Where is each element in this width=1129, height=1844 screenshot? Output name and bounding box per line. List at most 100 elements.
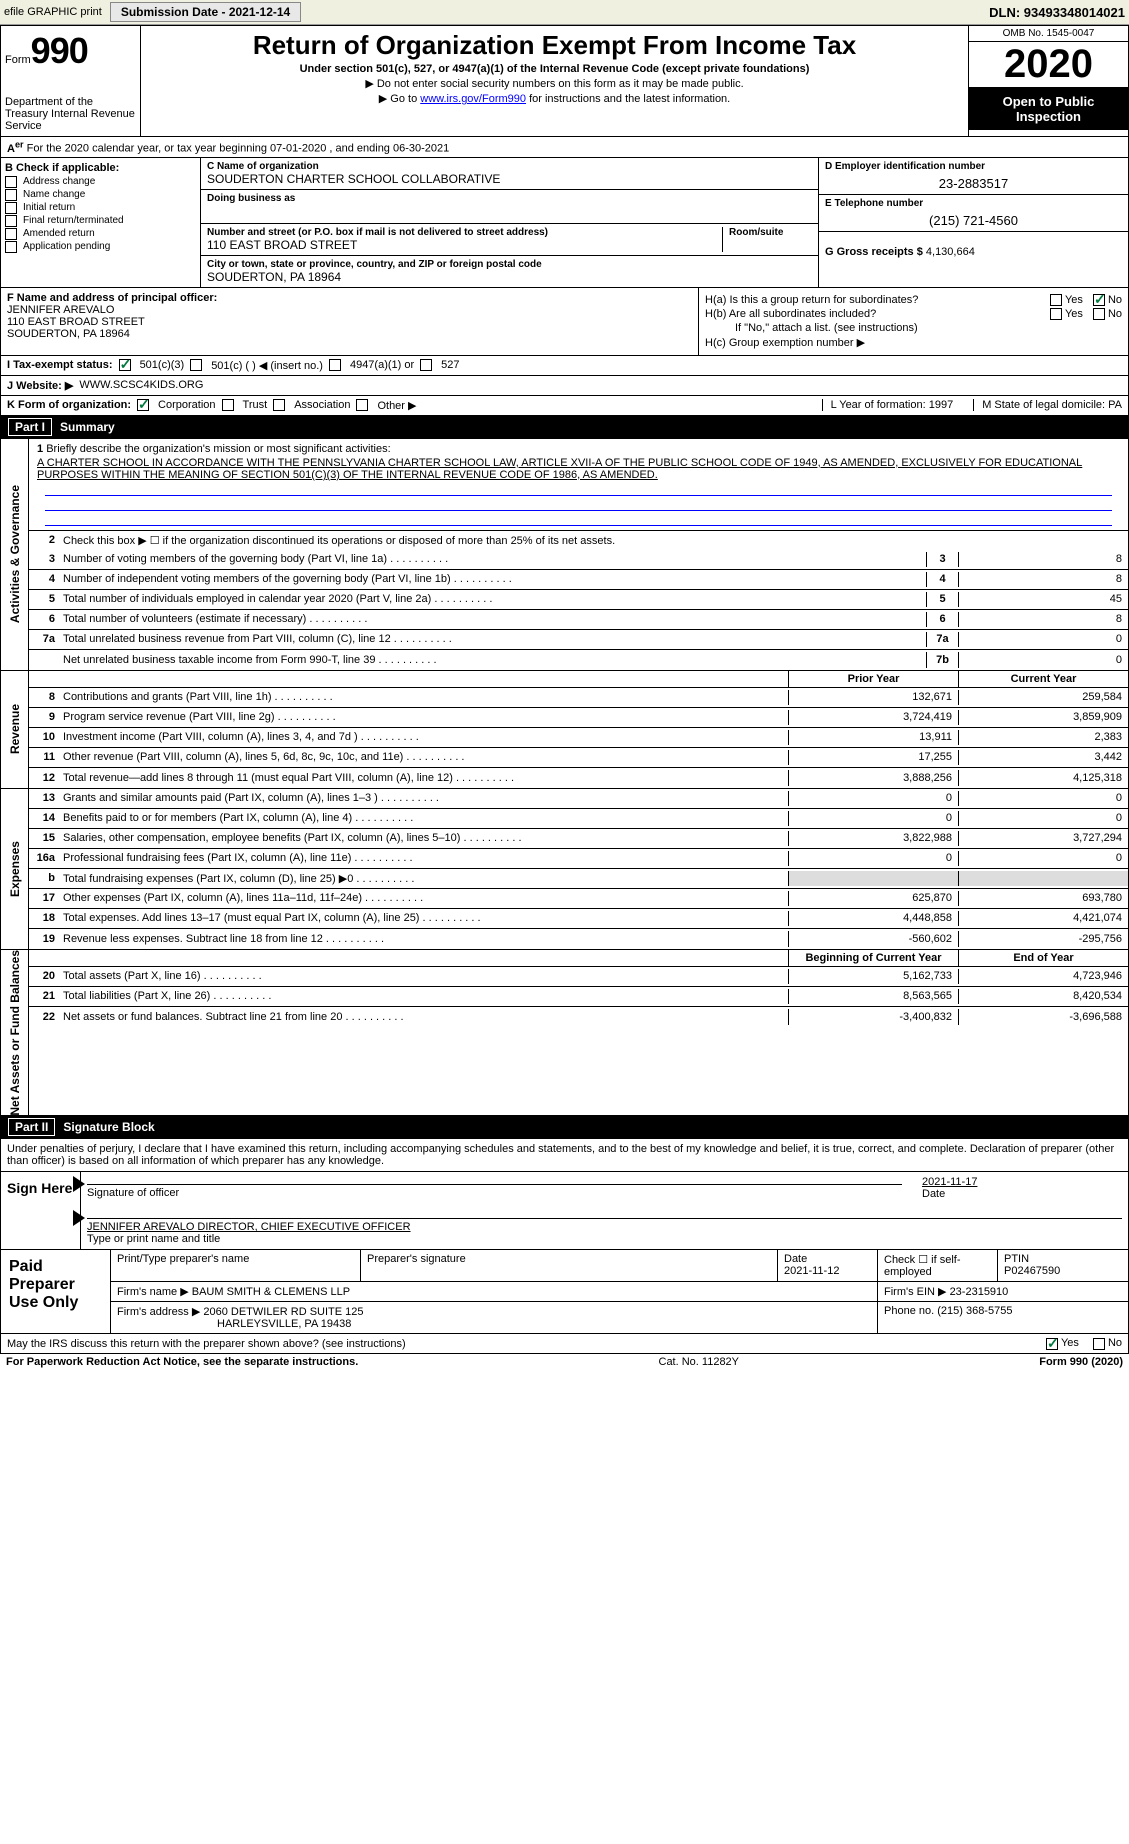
line-desc: Total liabilities (Part X, line 26) [61, 990, 788, 1002]
org-name-label: C Name of organization [207, 161, 319, 172]
website-value: WWW.SCSC4KIDS.ORG [79, 379, 203, 391]
checkbox-final-return[interactable] [5, 215, 17, 227]
current-year-value: 0 [958, 851, 1128, 866]
ein-label: D Employer identification number [825, 161, 1122, 172]
checkbox-501c3[interactable] [119, 359, 131, 371]
h-note: If "No," attach a list. (see instruction… [735, 322, 1122, 334]
line-desc: Net assets or fund balances. Subtract li… [61, 1011, 788, 1023]
addr-label: Number and street (or P.O. box if mail i… [207, 227, 722, 238]
checkbox-name-change[interactable] [5, 189, 17, 201]
checkbox-app-pending[interactable] [5, 241, 17, 253]
officer-addr2: SOUDERTON, PA 18964 [7, 328, 692, 340]
prior-year-value: -560,602 [788, 931, 958, 947]
form-note2: ▶ Go to www.irs.gov/Form990 for instruct… [145, 92, 964, 105]
line-desc: Total number of volunteers (estimate if … [61, 613, 926, 625]
submission-date-button[interactable]: Submission Date - 2021-12-14 [110, 2, 301, 22]
current-year-value: -3,696,588 [958, 1009, 1128, 1025]
gross-receipts-value: 4,130,664 [926, 246, 975, 258]
hb-yes[interactable] [1050, 308, 1062, 320]
type-print-label: Type or print name and title [87, 1233, 1122, 1245]
line-desc: Professional fundraising fees (Part IX, … [61, 852, 788, 864]
dept-label: Department of the Treasury Internal Reve… [5, 96, 136, 132]
checkbox-4947[interactable] [329, 359, 341, 371]
checkbox-other[interactable] [356, 399, 368, 411]
section-b-label: B Check if applicable: [5, 162, 196, 174]
line-desc: Total unrelated business revenue from Pa… [61, 633, 926, 645]
line-value: 8 [958, 552, 1128, 567]
dba-label: Doing business as [207, 193, 295, 204]
firm-addr2: HARLEYSVILLE, PA 19438 [117, 1318, 871, 1330]
current-year-value: 4,421,074 [958, 911, 1128, 926]
declaration-text: Under penalties of perjury, I declare th… [1, 1139, 1128, 1171]
line-desc: Other expenses (Part IX, column (A), lin… [61, 892, 788, 904]
line-desc: Other revenue (Part VIII, column (A), li… [61, 751, 788, 763]
ha-no[interactable] [1093, 294, 1105, 306]
form-footer: Form 990 (2020) [1039, 1356, 1123, 1368]
prior-year-value: 0 [788, 811, 958, 826]
current-year-value: 4,723,946 [958, 969, 1128, 984]
part2-title: Signature Block [63, 1120, 154, 1134]
line-desc: Investment income (Part VIII, column (A)… [61, 731, 788, 743]
line1-label: Briefly describe the organization's miss… [46, 443, 390, 455]
current-year-value: 3,859,909 [958, 710, 1128, 725]
mission-text: A CHARTER SCHOOL IN ACCORDANCE WITH THE … [37, 457, 1120, 481]
org-name: SOUDERTON CHARTER SCHOOL COLLABORATIVE [207, 172, 500, 186]
prior-year-value [788, 871, 958, 886]
checkbox-527[interactable] [420, 359, 432, 371]
firm-phone: (215) 368-5755 [937, 1305, 1012, 1317]
line-desc: Program service revenue (Part VIII, line… [61, 711, 788, 723]
omb-number: OMB No. 1545-0047 [969, 26, 1128, 42]
line-desc: Number of independent voting members of … [61, 573, 926, 585]
line-value: 8 [958, 572, 1128, 587]
line-desc: Grants and similar amounts paid (Part IX… [61, 792, 788, 804]
city-label: City or town, state or province, country… [207, 259, 542, 270]
line-value: 0 [958, 632, 1128, 647]
current-year-value [958, 871, 1128, 886]
checkbox-corp[interactable] [137, 399, 149, 411]
officer-name-title: JENNIFER AREVALO DIRECTOR, CHIEF EXECUTI… [87, 1221, 1122, 1233]
discuss-no[interactable] [1093, 1338, 1105, 1350]
ha-yes[interactable] [1050, 294, 1062, 306]
prior-year-value: 0 [788, 791, 958, 806]
officer-addr1: 110 EAST BROAD STREET [7, 316, 692, 328]
line-desc: Contributions and grants (Part VIII, lin… [61, 691, 788, 703]
form-title: Return of Organization Exempt From Incom… [145, 30, 964, 61]
prior-year-value: 3,822,988 [788, 831, 958, 846]
section-i-label: I Tax-exempt status: [7, 359, 113, 371]
side-netassets: Net Assets or Fund Balances [8, 950, 22, 1116]
line-desc: Total fundraising expenses (Part IX, col… [61, 872, 788, 885]
year-formation: L Year of formation: 1997 [822, 399, 954, 411]
col-current-year: Current Year [958, 671, 1128, 687]
discuss-yes[interactable] [1046, 1338, 1058, 1350]
ein-value: 23-2883517 [825, 176, 1122, 191]
prior-year-value: -3,400,832 [788, 1009, 958, 1025]
hb-label: H(b) Are all subordinates included? [705, 308, 1050, 320]
current-year-value: 2,383 [958, 730, 1128, 745]
prior-year-value: 17,255 [788, 750, 958, 765]
line-value: 45 [958, 592, 1128, 607]
irs-link[interactable]: www.irs.gov/Form990 [420, 93, 526, 105]
gross-receipts-label: G Gross receipts $ [825, 246, 923, 258]
arrow-icon [73, 1176, 85, 1192]
col-boy: Beginning of Current Year [788, 950, 958, 966]
line-desc: Number of voting members of the governin… [61, 553, 926, 565]
dln-label: DLN: 93493348014021 [989, 5, 1125, 20]
section-j-label: J Website: ▶ [7, 379, 73, 392]
sig-officer-label: Signature of officer [87, 1187, 902, 1199]
checkbox-address-change[interactable] [5, 176, 17, 188]
col-eoy: End of Year [958, 950, 1128, 966]
checkbox-501c[interactable] [190, 359, 202, 371]
prior-year-value: 13,911 [788, 730, 958, 745]
sign-here-label: Sign Here [1, 1172, 81, 1249]
part1-title: Summary [60, 420, 115, 434]
checkbox-initial-return[interactable] [5, 202, 17, 214]
prior-year-value: 3,724,419 [788, 710, 958, 725]
hb-no[interactable] [1093, 308, 1105, 320]
street-address: 110 EAST BROAD STREET [207, 238, 722, 252]
checkbox-amended[interactable] [5, 228, 17, 240]
checkbox-assoc[interactable] [273, 399, 285, 411]
current-year-value: 4,125,318 [958, 770, 1128, 786]
prior-year-value: 3,888,256 [788, 770, 958, 786]
phone-label: E Telephone number [825, 198, 1122, 209]
checkbox-trust[interactable] [222, 399, 234, 411]
